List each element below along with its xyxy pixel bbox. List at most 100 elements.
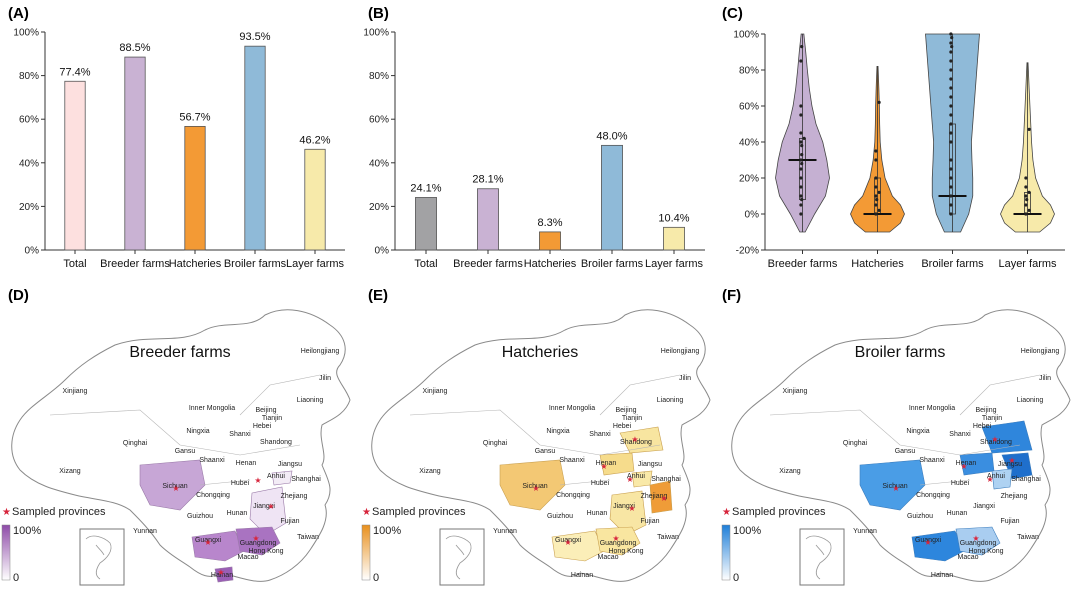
province-hainan-fill — [214, 566, 234, 583]
province-anhui-fill — [271, 470, 293, 486]
province-label: Ningxia — [546, 428, 569, 435]
violin-point — [949, 32, 953, 36]
violin-point — [799, 131, 803, 135]
province-label: Guizhou — [547, 513, 573, 520]
province-label: Heilongjiang — [661, 348, 700, 355]
province-label: Macao — [597, 554, 618, 561]
y-tick-label: 100% — [13, 28, 39, 39]
violin-point — [799, 167, 803, 171]
data-label: 93.5% — [239, 31, 270, 43]
province-label: Fujian — [640, 518, 659, 525]
sampled-province-star-icon: ★ — [892, 484, 899, 493]
scale-min-label: 0 — [373, 572, 379, 584]
violin-point — [799, 176, 803, 180]
province-label: Hainan — [211, 572, 233, 579]
province-label: Hong Kong — [248, 548, 283, 555]
province-label: Guangdong — [960, 540, 997, 547]
bar-chart-a: 0% 20% 40% 60% 80% 100% 77.4% Total 88.5% Breeder… — [13, 28, 345, 270]
map-title: Broiler farms — [855, 344, 946, 361]
data-label: 10.4% — [658, 212, 689, 224]
violin-point — [874, 212, 878, 216]
province-label: Zhejiang — [641, 493, 668, 500]
violin-point — [875, 198, 879, 202]
violin-point — [949, 86, 953, 90]
province-label: Heilongjiang — [1021, 348, 1060, 355]
color-scale-bar — [361, 524, 371, 581]
color-scale-bar — [721, 524, 731, 581]
province-label: Anhui — [987, 473, 1005, 480]
sampled-star-icon: ★ — [2, 507, 11, 518]
sampled-province-star-icon: ★ — [972, 534, 979, 543]
province-label: Ningxia — [906, 428, 929, 435]
violin-point — [799, 185, 803, 189]
violin-point — [800, 162, 804, 166]
violin-point — [799, 104, 803, 108]
violin-point — [877, 190, 881, 194]
y-tick-label: 20% — [739, 174, 759, 185]
violin-point — [800, 45, 804, 49]
map-breeder-farms — [11, 309, 351, 583]
x-tick-label: Total — [63, 258, 86, 270]
sampled-province-star-icon: ★ — [631, 435, 638, 444]
violin-point — [799, 158, 803, 162]
bar — [601, 144, 623, 251]
inset-outline — [85, 535, 112, 580]
province-label: Jilin — [1039, 375, 1051, 382]
province-label: Henan — [596, 460, 617, 467]
province-label: Hebei — [253, 423, 272, 430]
province-label: Hainan — [571, 572, 593, 579]
province-label: Gansu — [535, 448, 556, 455]
violin-point — [799, 140, 803, 144]
province-label: Xinjiang — [423, 388, 448, 395]
y-tick-label: 100% — [363, 28, 389, 39]
bar — [539, 231, 561, 251]
sampled-province-star-icon: ★ — [172, 484, 179, 493]
province-label: Shanxi — [949, 431, 971, 438]
panel-label-c: (C) — [722, 5, 743, 22]
violin-chart-c: -20% 0% 20% 40% 60% 80% 100% Breeder farms Hatch… — [733, 30, 1065, 270]
violin-point — [1024, 203, 1028, 207]
sampled-star-icon: ★ — [722, 507, 731, 518]
province-label: Henan — [956, 460, 977, 467]
province-label: Macao — [237, 554, 258, 561]
sampled-province-star-icon: ★ — [217, 568, 224, 577]
violin-point — [950, 36, 954, 40]
violin-point — [874, 176, 878, 180]
violin-point — [874, 185, 878, 189]
map-broiler-farms — [731, 309, 1071, 582]
province-jiangxi-fill — [609, 490, 647, 536]
violin-point — [874, 203, 878, 207]
legend-label: Sampled provinces — [372, 506, 466, 518]
province-label: Jilin — [319, 375, 331, 382]
x-tick-label: Total — [414, 258, 437, 270]
x-tick-label: Layer farms — [645, 258, 704, 270]
violin-point — [800, 198, 804, 202]
violin-point — [949, 113, 953, 117]
inset-outline — [445, 535, 472, 580]
province-label: Hunan — [587, 510, 608, 517]
province-label: Yunnan — [853, 528, 877, 535]
province-label: Hebei — [613, 423, 632, 430]
scale-max-label: 100% — [733, 525, 761, 537]
province-label: Shanxi — [589, 431, 611, 438]
y-tick-label: 60% — [369, 115, 389, 126]
data-label: 77.4% — [59, 66, 90, 78]
violin-point — [1024, 212, 1028, 216]
violin-point — [799, 212, 803, 216]
violin-point — [1027, 208, 1031, 212]
legend-label: Sampled provinces — [732, 506, 826, 518]
scale-min-label: 0 — [733, 572, 739, 584]
province-label: Xinjiang — [783, 388, 808, 395]
violin-point — [877, 100, 881, 104]
bar — [64, 80, 86, 251]
map-title: Hatcheries — [502, 344, 578, 361]
bar — [477, 188, 499, 251]
province-guangdong-fill — [235, 526, 281, 556]
province-label: Taiwan — [1017, 534, 1039, 541]
province-label: Beijing — [255, 407, 276, 414]
province-label: Shandong — [620, 439, 652, 446]
bar — [304, 148, 326, 251]
map-annotations: Hatcheries Heilongjiang Jilin Liaoning Xinji… — [361, 344, 700, 586]
violin-point — [949, 59, 953, 63]
province-label: Heilongjiang — [301, 348, 340, 355]
